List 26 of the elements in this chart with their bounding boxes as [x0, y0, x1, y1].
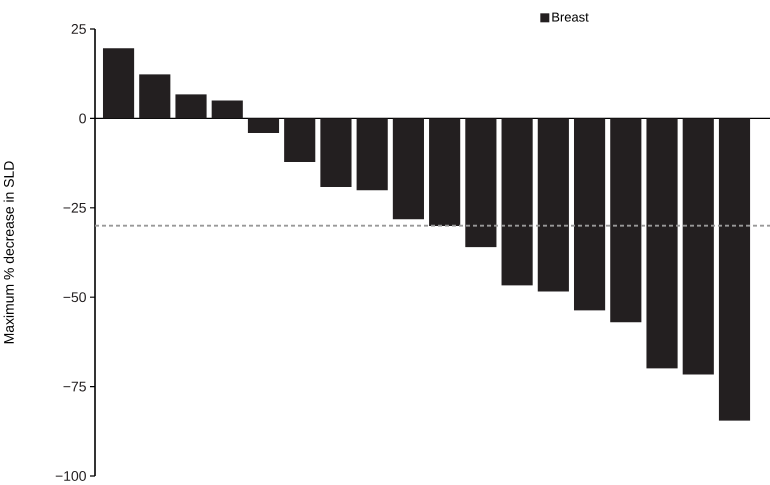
bar [429, 118, 460, 226]
legend-label: Breast [552, 12, 589, 22]
bar [718, 118, 750, 421]
y-tick-label: −50 [64, 292, 86, 302]
bar [102, 48, 134, 118]
bar [284, 118, 316, 162]
y-tick-label: −25 [64, 202, 86, 213]
bar [392, 118, 424, 220]
bar [465, 118, 496, 248]
bar [248, 118, 280, 134]
y-axis-title: Maximum % decrease in SLD [4, 161, 14, 344]
y-tick-label: −100 [56, 471, 86, 481]
y-tick-label: 0 [79, 113, 86, 124]
bar [212, 100, 243, 118]
bar [175, 94, 207, 118]
bar [646, 118, 678, 368]
bar [574, 118, 606, 310]
bar [139, 74, 170, 118]
bar [538, 118, 569, 292]
bar [610, 118, 642, 322]
bar [356, 118, 388, 190]
bar [682, 118, 714, 374]
y-tick-label: −75 [64, 382, 86, 392]
bar [320, 118, 352, 188]
y-tick-label: 25 [72, 24, 86, 34]
bar [502, 118, 533, 286]
